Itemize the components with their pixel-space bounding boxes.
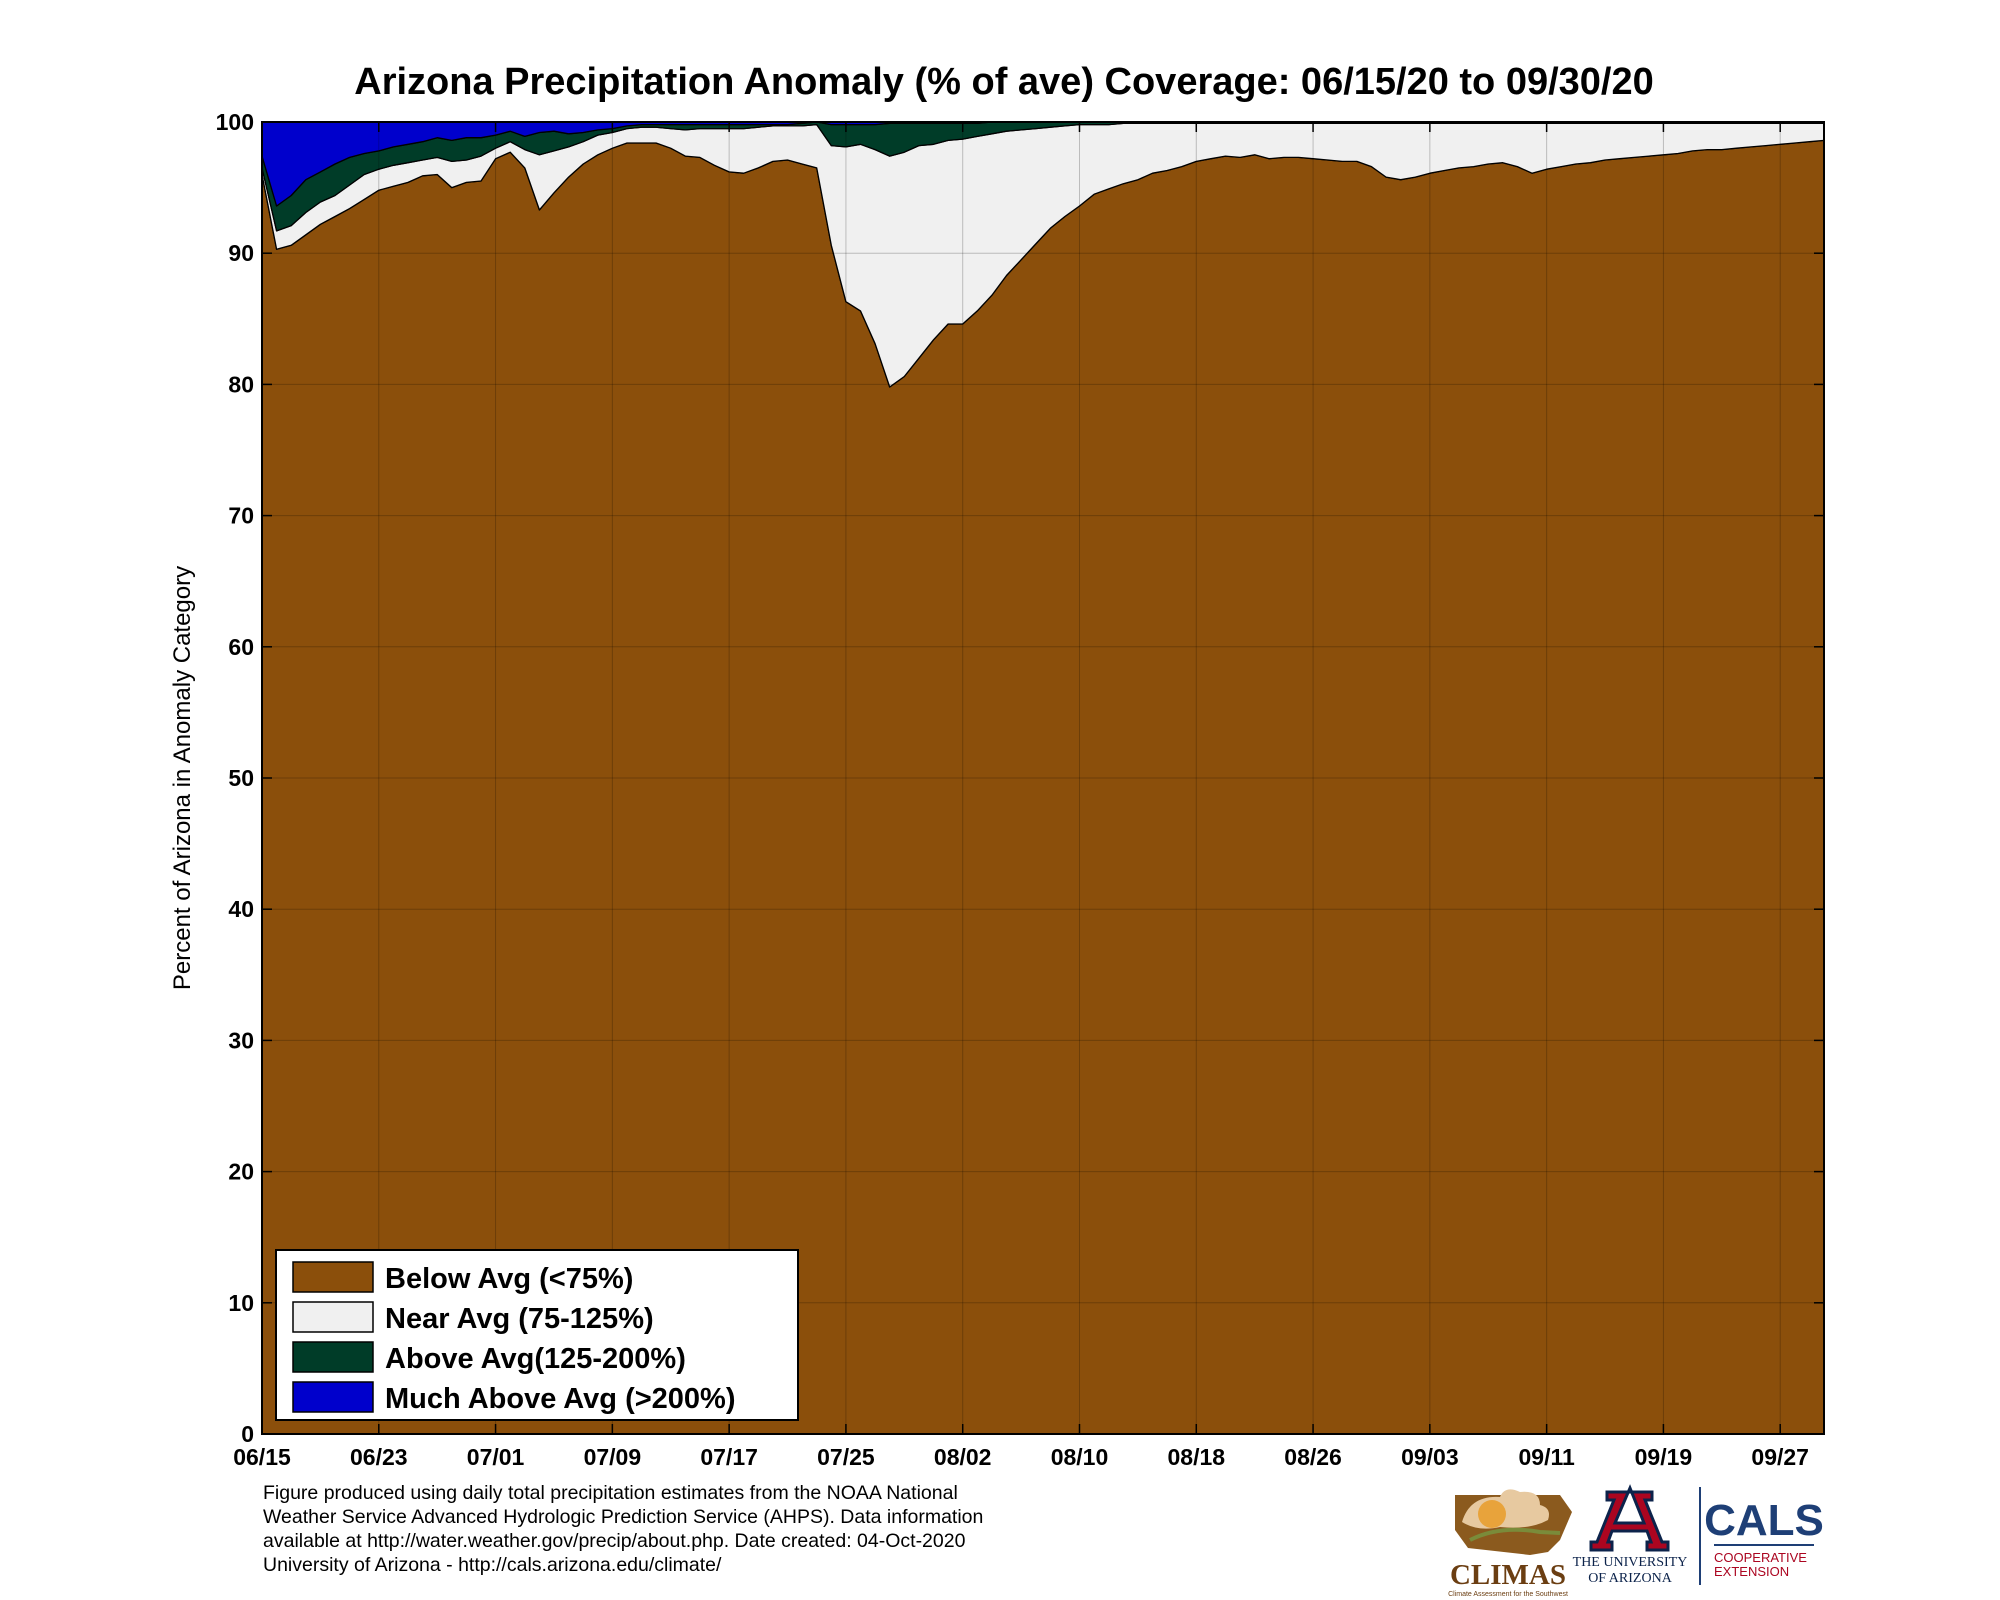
legend-swatch	[292, 1301, 374, 1333]
x-tick-label: 09/27	[1751, 1444, 1809, 1470]
y-tick-label: 40	[228, 896, 254, 922]
y-axis-ticks: 0 10 20 30 40 50 60 70 80 90 100	[216, 109, 1824, 1447]
legend-label: Much Above Avg (>200%)	[385, 1383, 736, 1415]
y-tick-label: 90	[228, 240, 254, 266]
area-series-0	[261, 139, 1825, 1435]
legend-label: Above Avg(125-200%)	[385, 1343, 686, 1375]
legend-label: Near Avg (75-125%)	[385, 1303, 654, 1335]
legend: Below Avg (<75%) Near Avg (75-125%) Above …	[275, 1249, 799, 1421]
footnote-line: Weather Service Advanced Hydrologic Pred…	[263, 1506, 984, 1528]
y-axis-label: Percent of Arizona in Anomaly Category	[169, 566, 196, 990]
y-tick-label: 0	[241, 1421, 254, 1447]
footnote-line: available at http://water.weather.gov/pr…	[263, 1530, 966, 1552]
x-tick-label: 06/15	[233, 1444, 291, 1470]
x-tick-label: 09/03	[1401, 1444, 1459, 1470]
legend-swatch	[292, 1381, 374, 1413]
y-tick-label: 10	[228, 1290, 254, 1316]
x-tick-label: 07/25	[817, 1444, 875, 1470]
y-tick-label: 30	[228, 1027, 254, 1053]
y-tick-label: 20	[228, 1159, 254, 1185]
x-tick-label: 08/02	[934, 1444, 992, 1470]
x-tick-label: 06/23	[350, 1444, 408, 1470]
legend-swatch	[292, 1341, 374, 1373]
footnote-line: University of Arizona - http://cals.ariz…	[263, 1554, 722, 1576]
x-tick-label: 08/10	[1051, 1444, 1109, 1470]
x-tick-label: 07/09	[584, 1444, 642, 1470]
y-tick-label: 80	[228, 371, 254, 397]
plot-areas	[261, 121, 1825, 1435]
x-axis-ticks: 06/15 06/23 07/01 07/09 07/17 07/25 08/02 08/10…	[233, 122, 1809, 1470]
x-tick-label: 09/11	[1518, 1444, 1574, 1470]
chart-title: Arizona Precipitation Anomaly (% of ave)…	[354, 61, 1654, 103]
y-tick-label: 60	[228, 634, 254, 660]
gridlines	[262, 122, 1824, 1434]
x-tick-label: 09/19	[1635, 1444, 1693, 1470]
legend-label: Below Avg (<75%)	[385, 1263, 633, 1295]
legend-swatch	[292, 1261, 374, 1293]
y-tick-label: 70	[228, 503, 254, 529]
x-tick-label: 08/18	[1167, 1444, 1225, 1470]
footnote: Figure produced using daily total precip…	[263, 1481, 1143, 1577]
x-tick-label: 07/17	[700, 1444, 758, 1470]
x-tick-label: 07/01	[467, 1444, 525, 1470]
y-tick-label: 100	[216, 109, 254, 135]
x-tick-label: 08/26	[1284, 1444, 1342, 1470]
y-tick-label: 50	[228, 765, 254, 791]
footnote-line: Figure produced using daily total precip…	[263, 1482, 958, 1504]
